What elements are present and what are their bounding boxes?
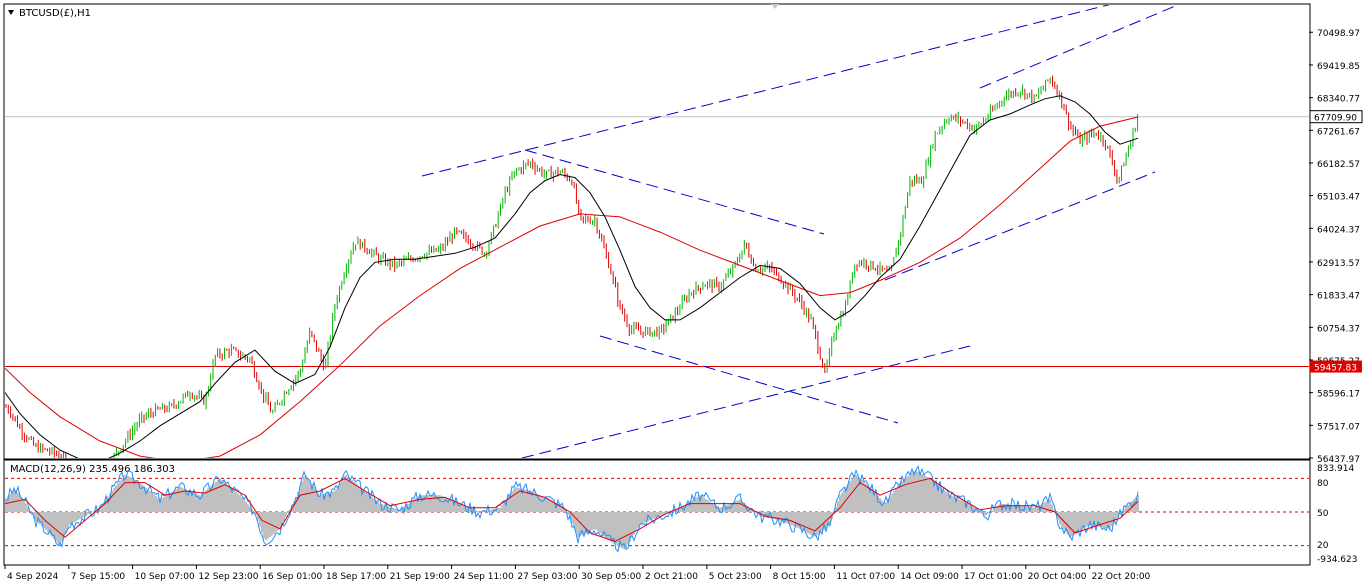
- indicator-series-group: 833.914 80 50 20 -934.623: [4, 464, 1357, 565]
- x-tick-label: 4 Sep 2024: [7, 572, 59, 582]
- y-tick-label: 70498.97: [1317, 29, 1360, 39]
- scroll-marker-icon[interactable]: [771, 4, 779, 9]
- trend-line[interactable]: [884, 171, 1156, 281]
- x-tick-label: 14 Oct 09:00: [900, 572, 959, 582]
- y-tick-label: 66182.57: [1317, 160, 1360, 170]
- indicator-tick-label: -934.623: [1317, 555, 1357, 565]
- signal-line: [4, 477, 1139, 542]
- y-tick-label: 60754.37: [1317, 324, 1360, 334]
- trend-line[interactable]: [421, 4, 1112, 177]
- axis-labels-group: 70498.97 69419.85 68340.77 67261.67 66182.57…: [4, 29, 1363, 582]
- trend-line[interactable]: [521, 345, 971, 458]
- x-tick-label: 7 Sep 15:00: [71, 572, 126, 582]
- slow-moving-average: [5, 116, 1139, 458]
- x-tick-label: 18 Sep 17:00: [326, 572, 386, 582]
- x-tick-label: 8 Oct 15:00: [773, 572, 826, 582]
- indicator-tick-label: 50: [1317, 509, 1329, 519]
- x-tick-label: 16 Sep 01:00: [262, 572, 322, 582]
- trend-line[interactable]: [524, 149, 825, 235]
- y-tick-label: 61833.47: [1317, 292, 1360, 302]
- dropdown-arrow-icon[interactable]: [8, 10, 14, 15]
- x-tick-label: 12 Sep 23:00: [198, 572, 258, 582]
- x-tick-label: 27 Sep 03:00: [517, 572, 577, 582]
- current-price-label: 67709.90: [1314, 114, 1357, 124]
- fast-moving-average: [5, 95, 1139, 458]
- chart-title: BTCUSD(£),H1: [19, 8, 91, 19]
- level-price-label: 59457.83: [1314, 364, 1357, 374]
- y-tick-label: 68340.77: [1317, 95, 1360, 105]
- indicator-tick-label: 20: [1317, 541, 1329, 551]
- x-tick-label: 10 Sep 07:00: [135, 572, 195, 582]
- y-tick-label: 57517.07: [1317, 422, 1360, 432]
- indicator-plot-frame: [3, 459, 1311, 566]
- main-series-group: [5, 4, 1309, 458]
- y-tick-label: 67261.67: [1317, 127, 1360, 137]
- current-price-badge: [1309, 110, 1363, 124]
- trend-line[interactable]: [599, 335, 899, 424]
- x-tick-label: 20 Oct 04:00: [1028, 572, 1087, 582]
- y-tick-label: 69419.85: [1317, 62, 1360, 72]
- main-plot-frame: [3, 3, 1311, 460]
- x-tick-label: 24 Sep 11:00: [454, 572, 514, 582]
- level-price-badge: [1310, 360, 1362, 373]
- indicator-tick-label: 833.914: [1317, 464, 1354, 474]
- x-tick-label: 2 Oct 21:00: [645, 572, 698, 582]
- y-tick-label: 58596.17: [1317, 390, 1360, 400]
- y-tick-label: 64024.37: [1317, 225, 1360, 235]
- indicator-tick-label: 80: [1317, 479, 1329, 489]
- x-tick-label: 30 Sep 05:00: [581, 572, 641, 582]
- trend-line[interactable]: [979, 4, 1180, 89]
- x-tick-label: 17 Oct 01:00: [964, 572, 1023, 582]
- x-tick-label: 22 Oct 20:00: [1092, 572, 1151, 582]
- x-tick-label: 21 Sep 19:00: [390, 572, 450, 582]
- y-tick-label: 56437.97: [1317, 455, 1360, 465]
- y-tick-label: 65103.47: [1317, 193, 1360, 203]
- x-tick-label: 11 Oct 07:00: [836, 572, 895, 582]
- y-tick-label: 62913.57: [1317, 259, 1360, 269]
- indicator-label: MACD(12,26,9) 235.496 186.303: [10, 464, 175, 475]
- x-tick-label: 5 Oct 23:00: [709, 572, 762, 582]
